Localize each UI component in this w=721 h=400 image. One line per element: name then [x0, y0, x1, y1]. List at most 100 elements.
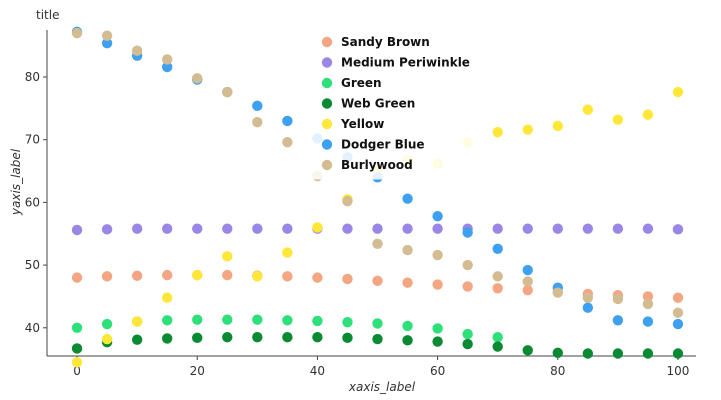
legend-swatch — [321, 98, 333, 109]
data-point — [522, 284, 533, 296]
data-point — [282, 223, 293, 234]
legend-label: Burlywood — [341, 158, 413, 172]
chart-title: title — [36, 8, 59, 22]
data-point — [71, 357, 83, 368]
data-point — [252, 314, 263, 325]
data-point — [161, 223, 173, 234]
data-point — [312, 272, 323, 283]
y-tick-label: 70 — [25, 133, 40, 147]
x-tick-label: 80 — [550, 364, 565, 378]
data-point — [552, 287, 563, 298]
data-point — [161, 333, 173, 344]
data-point — [342, 273, 353, 285]
data-point — [642, 316, 654, 327]
data-point — [342, 223, 353, 234]
data-point — [252, 331, 263, 343]
legend-swatch — [321, 77, 333, 89]
y-tick-label: 60 — [25, 195, 40, 209]
data-point — [312, 222, 323, 233]
data-point — [101, 224, 113, 235]
data-point — [432, 223, 443, 234]
legend-swatch — [321, 57, 333, 68]
data-point — [282, 271, 293, 282]
data-point — [672, 348, 684, 359]
data-point — [222, 314, 233, 325]
data-point — [222, 331, 233, 343]
data-point — [101, 333, 113, 345]
legend-label: Dodger Blue — [341, 138, 425, 152]
data-point — [672, 307, 684, 318]
data-point — [552, 120, 563, 132]
data-point — [462, 281, 473, 292]
data-point — [252, 116, 263, 128]
x-tick-label: 60 — [430, 364, 445, 378]
data-point — [642, 223, 654, 234]
data-point — [522, 276, 533, 287]
data-point — [432, 210, 443, 222]
y-tick-label: 40 — [25, 321, 40, 335]
data-point — [101, 271, 113, 282]
x-tick-label: 100 — [667, 364, 690, 378]
series-medium-periwinkle — [71, 223, 684, 236]
axes: 40 50 60 70 80 0 20 40 60 80 100 — [25, 30, 696, 378]
data-point — [342, 195, 353, 207]
data-point — [342, 332, 353, 344]
data-point — [522, 264, 533, 276]
data-point — [312, 315, 323, 327]
data-point — [552, 223, 563, 234]
legend-label: Yellow — [340, 117, 384, 131]
data-point — [492, 331, 503, 343]
legend-swatch — [321, 139, 333, 150]
data-point — [672, 292, 684, 303]
data-point — [131, 334, 143, 345]
data-point — [282, 315, 293, 326]
x-tick-label: 20 — [190, 364, 205, 378]
data-point — [552, 347, 563, 359]
data-point — [402, 335, 413, 346]
legend-swatch — [321, 36, 333, 48]
data-point — [432, 336, 443, 347]
legend: Sandy Brown Medium Periwinkle Green Web Gre… — [311, 30, 474, 180]
data-point — [282, 115, 293, 127]
data-point — [222, 251, 233, 262]
data-point — [522, 223, 533, 234]
x-tick-label: 40 — [310, 364, 325, 378]
data-point — [252, 223, 263, 234]
y-tick-label: 80 — [25, 70, 40, 84]
data-point — [612, 223, 624, 234]
data-point — [282, 331, 293, 343]
data-point — [282, 247, 293, 258]
data-point — [432, 279, 443, 290]
data-point — [101, 37, 113, 49]
data-point — [101, 30, 113, 41]
data-point — [192, 73, 203, 84]
data-point — [252, 271, 263, 282]
data-point — [612, 315, 624, 326]
data-point — [222, 223, 233, 234]
data-point — [71, 343, 83, 354]
data-point — [192, 332, 203, 344]
data-point — [402, 277, 413, 288]
data-point — [402, 244, 413, 256]
data-point — [642, 348, 654, 359]
data-point — [462, 338, 473, 350]
data-point — [492, 243, 503, 254]
y-axis-title: yaxis_label — [9, 148, 23, 216]
legend-label: Medium Periwinkle — [341, 56, 470, 70]
y-tick-label: 50 — [25, 258, 40, 272]
data-point — [131, 45, 143, 56]
data-point — [672, 224, 684, 235]
data-point — [372, 318, 383, 329]
data-point — [582, 104, 594, 115]
x-axis-title: xaxis_label — [348, 380, 416, 394]
data-point — [432, 249, 443, 261]
data-point — [402, 223, 413, 234]
series-burlywood — [71, 27, 684, 318]
data-point — [222, 269, 233, 281]
data-point — [642, 298, 654, 310]
data-point — [192, 223, 203, 234]
data-point — [612, 348, 624, 359]
data-point — [372, 238, 383, 249]
data-point — [161, 315, 173, 326]
